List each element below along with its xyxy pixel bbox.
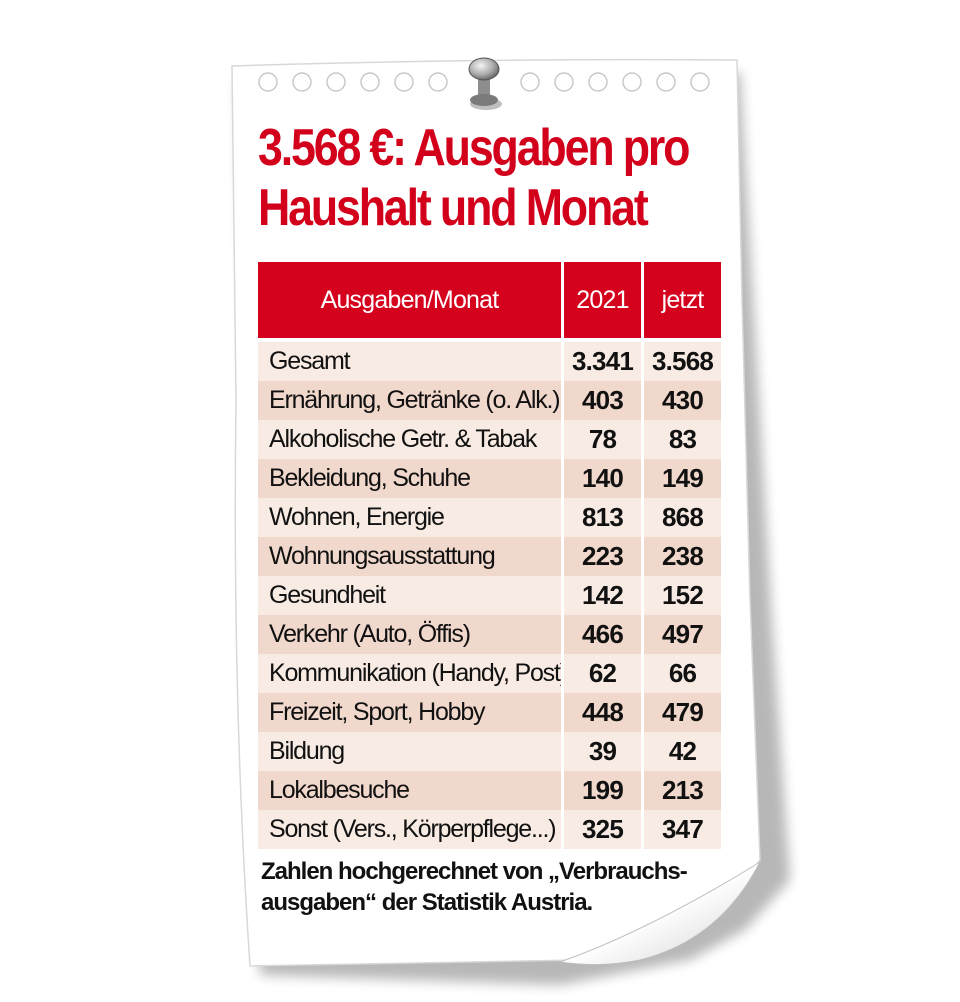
value-jetzt: 479 <box>644 693 721 732</box>
table-row: Gesundheit 142 152 <box>258 576 721 615</box>
footnote-line-2: ausgaben“ der Statistik Austria. <box>261 889 593 916</box>
table-row: Wohnungsausstattung 223 238 <box>258 537 721 576</box>
table-header: Ausgaben/Monat 2021 jetzt <box>258 262 721 338</box>
value-jetzt: 152 <box>644 576 721 615</box>
value-jetzt: 868 <box>644 498 721 537</box>
value-jetzt: 213 <box>644 771 721 810</box>
value-2021: 62 <box>564 654 641 693</box>
table-row: Kommunikation (Handy, Post) 62 66 <box>258 654 721 693</box>
value-jetzt: 149 <box>644 459 721 498</box>
column-header-jetzt: jetzt <box>644 262 721 338</box>
row-label: Kommunikation (Handy, Post) <box>258 654 561 693</box>
table-row: Gesamt 3.341 3.568 <box>258 342 721 381</box>
value-jetzt: 83 <box>644 420 721 459</box>
chart-title: 3.568 €: Ausgaben pro Haushalt und Monat <box>258 118 705 238</box>
row-label: Lokalbesuche <box>258 771 561 810</box>
table-body: Gesamt 3.341 3.568 Ernährung, Getränke (o. … <box>258 342 721 849</box>
title-line-2: Haushalt und Monat <box>258 179 649 237</box>
title-line-1: 3.568 €: Ausgaben pro <box>258 119 690 177</box>
table-row: Alkoholische Getr. & Tabak 78 83 <box>258 420 721 459</box>
row-label: Verkehr (Auto, Öffis) <box>258 615 561 654</box>
value-2021: 448 <box>564 693 641 732</box>
value-2021: 39 <box>564 732 641 771</box>
table-row: Bekleidung, Schuhe 140 149 <box>258 459 721 498</box>
row-label: Gesamt <box>258 342 561 381</box>
expense-table: Ausgaben/Monat 2021 jetzt Gesamt 3.341 3.5… <box>258 262 721 849</box>
column-header-category: Ausgaben/Monat <box>258 262 561 338</box>
value-jetzt: 430 <box>644 381 721 420</box>
table-row: Lokalbesuche 199 213 <box>258 771 721 810</box>
row-label: Wohnungsausstattung <box>258 537 561 576</box>
value-2021: 223 <box>564 537 641 576</box>
row-label: Alkoholische Getr. & Tabak <box>258 420 561 459</box>
source-footnote: Zahlen hochgerechnet von „Verbrauchs- au… <box>261 856 731 918</box>
column-header-2021: 2021 <box>564 262 641 338</box>
value-jetzt: 66 <box>644 654 721 693</box>
row-label: Freizeit, Sport, Hobby <box>258 693 561 732</box>
row-label: Bildung <box>258 732 561 771</box>
value-2021: 466 <box>564 615 641 654</box>
value-2021: 3.341 <box>564 342 641 381</box>
table-row: Freizeit, Sport, Hobby 448 479 <box>258 693 721 732</box>
footnote-line-1: Zahlen hochgerechnet von „Verbrauchs- <box>261 858 688 885</box>
value-jetzt: 238 <box>644 537 721 576</box>
row-label: Wohnen, Energie <box>258 498 561 537</box>
table-row: Verkehr (Auto, Öffis) 466 497 <box>258 615 721 654</box>
value-2021: 142 <box>564 576 641 615</box>
table-row: Ernährung, Getränke (o. Alk.) 403 430 <box>258 381 721 420</box>
value-2021: 140 <box>564 459 641 498</box>
table-row: Wohnen, Energie 813 868 <box>258 498 721 537</box>
value-jetzt: 497 <box>644 615 721 654</box>
push-pin-icon <box>468 57 502 110</box>
value-2021: 403 <box>564 381 641 420</box>
value-2021: 78 <box>564 420 641 459</box>
row-label: Ernährung, Getränke (o. Alk.) <box>258 381 561 420</box>
table-row: Bildung 39 42 <box>258 732 721 771</box>
row-label: Sonst (Vers., Körperpflege...) <box>258 810 561 849</box>
value-jetzt: 347 <box>644 810 721 849</box>
table-row: Sonst (Vers., Körperpflege...) 325 347 <box>258 810 721 849</box>
row-label: Bekleidung, Schuhe <box>258 459 561 498</box>
value-2021: 199 <box>564 771 641 810</box>
value-2021: 325 <box>564 810 641 849</box>
value-jetzt: 3.568 <box>644 342 721 381</box>
value-jetzt: 42 <box>644 732 721 771</box>
row-label: Gesundheit <box>258 576 561 615</box>
perforation-holes <box>258 72 710 92</box>
value-2021: 813 <box>564 498 641 537</box>
